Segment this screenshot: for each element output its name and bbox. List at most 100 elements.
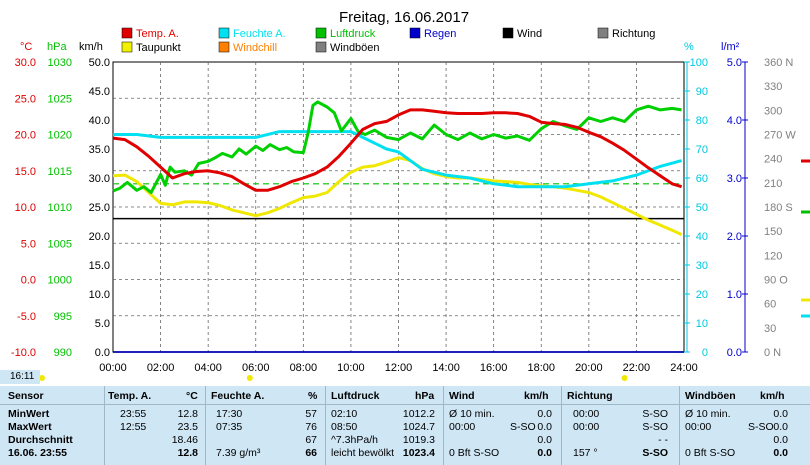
humidity-axis-tick: 90 xyxy=(696,86,708,98)
table-cell-label: Durchschnitt xyxy=(8,434,73,446)
pressure-axis-tick: 1025 xyxy=(48,93,72,105)
humidity-axis-tick: 40 xyxy=(696,231,708,243)
humidity-axis-tick: 80 xyxy=(696,115,708,127)
table-cell-wind-v: 0.0 xyxy=(537,447,552,459)
legend-label: Luftdruck xyxy=(330,28,376,40)
table-cell-dir-v: - - xyxy=(658,434,668,446)
humidity-axis-tick: 60 xyxy=(696,173,708,185)
x-tick-label: 16:00 xyxy=(480,362,508,374)
x-tick-label: 22:00 xyxy=(623,362,651,374)
humidity-axis-tick: 10 xyxy=(696,318,708,330)
header-wind-unit: km/h xyxy=(524,390,549,402)
direction-axis-tick: 0 N xyxy=(764,347,781,359)
x-tick-label: 20:00 xyxy=(575,362,603,374)
x-tick-label: 18:00 xyxy=(527,362,555,374)
axis-unit-labels: °C hPa km/h% l/m² xyxy=(20,41,740,53)
legend-swatch xyxy=(315,27,327,39)
table-cell-gust-v: 0.0 xyxy=(773,447,788,459)
rain-axis-tick: 1.0 xyxy=(727,289,742,301)
legend-swatch xyxy=(409,27,421,39)
table-cell-hum-t: 17:30 xyxy=(216,408,243,420)
table-cell-temp-t: 23:55 xyxy=(120,408,147,420)
humidity-axis-tick: 100 xyxy=(690,57,708,69)
legend-swatch xyxy=(315,41,327,53)
humidity-axis-tick: 20 xyxy=(696,289,708,301)
wind-axis-tick: 0.0 xyxy=(95,347,110,359)
table-cell-gust-v: 0.0 xyxy=(773,408,788,420)
humidity-unit: % xyxy=(684,41,694,53)
header-temp-unit: °C xyxy=(186,390,198,402)
table-cell-gust-t: 00:00 xyxy=(685,421,712,433)
legend-label: Wind xyxy=(517,28,542,40)
x-tick-label: 14:00 xyxy=(432,362,460,374)
table-cell-pres-v: 1019.3 xyxy=(402,434,435,446)
wind-axis-tick: 35.0 xyxy=(89,144,110,156)
summary-table: Sensor Temp. A. °C Feuchte A. % Luftdruc… xyxy=(0,386,810,465)
direction-axis-tick: 180 S xyxy=(764,202,793,214)
chart-axes: 30.025.020.015.010.05.00.0-5.0-10.010301… xyxy=(11,57,796,374)
table-cell-gust-t: 0 Bft S-SO xyxy=(685,447,736,459)
table-cell-gust-d: S-SO xyxy=(748,421,774,433)
rain-axis-tick: 0.0 xyxy=(727,347,742,359)
table-cell-wind-t: 00:00 xyxy=(449,421,476,433)
legend-swatch xyxy=(218,41,230,53)
temp-axis-tick: 5.0 xyxy=(21,238,36,250)
rain-axis-tick: 3.0 xyxy=(727,173,742,185)
current-time-marker xyxy=(39,375,45,381)
legend-swatch xyxy=(121,27,133,39)
temp-axis-tick: 20.0 xyxy=(15,130,36,142)
header-wind: Wind xyxy=(449,390,475,402)
temp-axis-tick: 30.0 xyxy=(15,57,36,69)
direction-axis-tick: 240 xyxy=(764,154,782,166)
pressure-axis-tick: 995 xyxy=(54,311,72,323)
table-cell-pres-v: 1024.7 xyxy=(402,421,435,433)
x-tick-label: 08:00 xyxy=(290,362,318,374)
table-cell-hum-t: 07:35 xyxy=(216,421,243,433)
rain-axis-tick: 2.0 xyxy=(727,231,742,243)
legend-swatch xyxy=(502,27,514,39)
table-cell-label: MinWert xyxy=(8,408,50,420)
legend-label: Windchill xyxy=(233,42,277,54)
legend-swatch xyxy=(218,27,230,39)
header-gust: Windböen xyxy=(685,390,736,402)
direction-axis-tick: 270 W xyxy=(764,130,796,142)
legend-label: Windböen xyxy=(330,42,380,54)
table-cell-pres-t: leicht bewölkt xyxy=(331,447,395,459)
wind-axis-tick: 25.0 xyxy=(89,202,110,214)
table-cell-wind-v: 0.0 xyxy=(537,421,552,433)
table-cell-dir-v: S-SO xyxy=(642,421,668,433)
x-tick-label: 12:00 xyxy=(385,362,413,374)
wind-axis-tick: 15.0 xyxy=(89,260,110,272)
pressure-axis-tick: 1000 xyxy=(48,275,72,287)
table-cell-temp-v: 18.46 xyxy=(171,434,198,446)
current-time-badge: 16:11 xyxy=(0,370,40,384)
table-cell-gust-v: 0.0 xyxy=(773,434,788,446)
legend-label: Temp. A. xyxy=(136,28,179,40)
legend-swatch xyxy=(121,41,133,53)
wind-unit: km/h xyxy=(79,41,103,53)
table-cell-hum-t: 7.39 g/m³ xyxy=(216,447,261,459)
humidity-axis-tick: 0 xyxy=(702,347,708,359)
table-cell-wind-v: 0.0 xyxy=(537,434,552,446)
direction-axis-tick: 60 xyxy=(764,299,776,311)
table-cell-hum-v: 57 xyxy=(305,408,317,420)
wind-axis-tick: 50.0 xyxy=(89,57,110,69)
table-cell-wind-v: 0.0 xyxy=(537,408,552,420)
series-line-temp-a xyxy=(112,108,683,192)
table-cell-wind-d: S-SO xyxy=(510,421,536,433)
wind-axis-tick: 5.0 xyxy=(95,318,110,330)
weather-chart: Freitag, 16.06.2017 Temp. A. Feuchte A. Lu… xyxy=(11,9,810,381)
table-cell-dir-v: S-SO xyxy=(642,447,668,459)
header-sensor: Sensor xyxy=(8,390,44,402)
wind-axis-tick: 30.0 xyxy=(89,173,110,185)
x-tick-label: 06:00 xyxy=(242,362,270,374)
temp-axis-tick: -5.0 xyxy=(17,311,36,323)
header-pressure: Luftdruck xyxy=(331,390,380,402)
sunrise-marker xyxy=(246,375,253,381)
table-cell-wind-t: Ø 10 min. xyxy=(449,408,495,420)
series-line-taupunkt xyxy=(112,156,683,236)
direction-axis-tick: 210 xyxy=(764,178,782,190)
x-tick-label: 02:00 xyxy=(147,362,175,374)
table-cell-pres-t: ^7.3hPa/h xyxy=(331,434,378,446)
legend-label: Richtung xyxy=(612,28,655,40)
